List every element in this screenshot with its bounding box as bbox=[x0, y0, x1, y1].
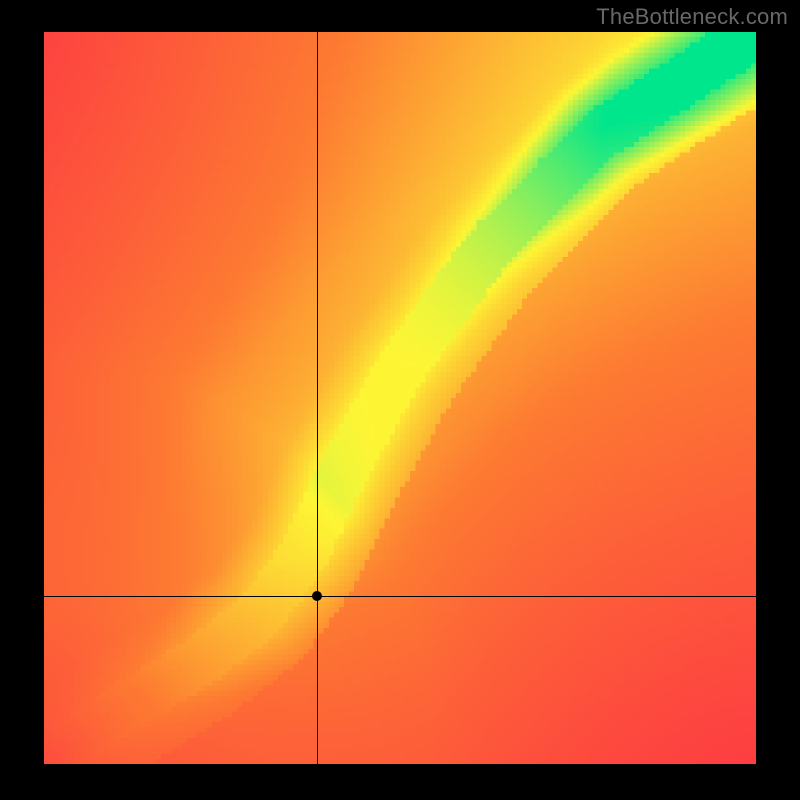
crosshair-horizontal bbox=[44, 596, 756, 597]
heatmap-canvas bbox=[44, 32, 756, 764]
crosshair-marker bbox=[312, 591, 322, 601]
crosshair-vertical bbox=[317, 32, 318, 764]
heatmap-plot bbox=[44, 32, 756, 764]
watermark-text: TheBottleneck.com bbox=[596, 4, 788, 30]
